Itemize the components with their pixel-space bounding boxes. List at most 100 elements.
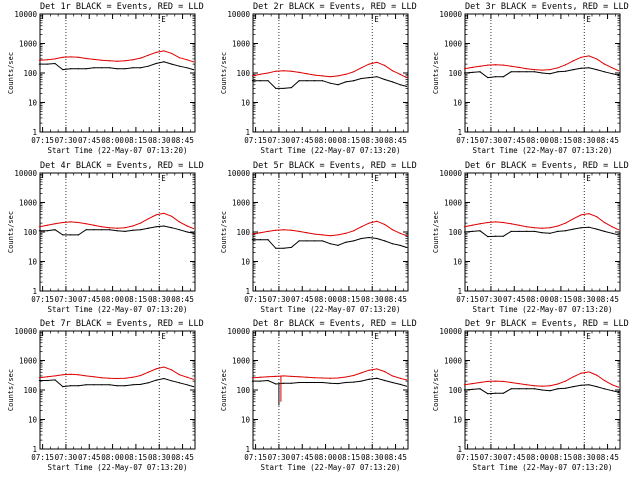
- y-axis-label: Counts/sec: [7, 369, 15, 411]
- events-data-point: [306, 381, 308, 384]
- events-data-point: [38, 379, 41, 382]
- lld-data-point: [399, 232, 401, 234]
- events-data-point: [549, 73, 551, 75]
- events-data-point: [494, 76, 497, 78]
- lld-data-point: [463, 226, 466, 228]
- events-data-point: [541, 389, 543, 391]
- y-tick-label: 1000: [444, 357, 463, 366]
- events-data-point: [155, 62, 157, 65]
- events-data-point: [101, 384, 103, 386]
- lld-data-point: [139, 222, 142, 224]
- events-data-point: [533, 71, 536, 73]
- events-data-point: [494, 235, 497, 237]
- events-data-point: [116, 68, 118, 70]
- lld-data-point: [139, 374, 142, 377]
- y-axis-label: Counts/sec: [220, 369, 228, 411]
- events-data-point: [163, 225, 165, 227]
- lld-data-point: [69, 373, 72, 375]
- events-data-point: [62, 234, 64, 236]
- lld-data-point: [329, 235, 331, 237]
- x-tick-label: 08:45: [596, 453, 619, 462]
- lld-data-point: [93, 224, 95, 226]
- x-tick-label: 07:15: [456, 295, 479, 304]
- lld-data-point: [376, 220, 378, 222]
- events-data-point: [510, 388, 512, 390]
- lld-data-point: [251, 75, 254, 77]
- y-axis-label: Counts/sec: [432, 211, 440, 253]
- lld-data-point: [471, 382, 473, 385]
- lld-data-point: [580, 56, 582, 58]
- events-data-point: [360, 380, 362, 382]
- lld-data-point: [54, 375, 56, 377]
- events-data-point: [384, 78, 386, 81]
- lld-data-point: [337, 377, 339, 379]
- events-series-line: [252, 377, 407, 387]
- x-tick-label: 07:45: [291, 453, 314, 462]
- x-tick-label: 07:45: [78, 136, 101, 145]
- events-data-point: [368, 76, 370, 79]
- lld-data-point: [69, 221, 72, 223]
- events-data-point: [376, 377, 378, 379]
- x-tick-label: 08:00: [314, 295, 337, 304]
- lld-data-point: [69, 56, 72, 58]
- events-data-point: [186, 384, 188, 386]
- lld-data-point: [251, 233, 254, 235]
- events-data-point: [580, 227, 582, 229]
- events-data-point: [564, 230, 567, 232]
- y-tick-label: 1: [457, 128, 462, 137]
- lld-data-point: [384, 64, 386, 67]
- lld-data-point: [471, 224, 473, 226]
- lld-data-point: [557, 67, 559, 69]
- events-data-point: [391, 243, 394, 245]
- lld-data-point: [617, 229, 620, 231]
- events-data-point: [171, 380, 173, 382]
- events-data-point: [275, 383, 277, 385]
- x-tick-label: 08:15: [338, 453, 361, 462]
- events-data-point: [391, 381, 394, 384]
- events-data-point: [399, 383, 401, 385]
- x-axis-label: Start Time (22-May-07 07:13:20): [261, 463, 401, 472]
- lld-data-point: [494, 380, 497, 382]
- events-data-point: [163, 377, 165, 380]
- lld-data-point: [391, 375, 394, 377]
- y-tick-label: 1000: [19, 357, 38, 366]
- events-data-point: [518, 388, 520, 390]
- y-tick-label: 10: [241, 416, 251, 425]
- events-data-point: [77, 234, 79, 236]
- lld-data-point: [77, 374, 79, 376]
- events-data-point: [132, 229, 134, 231]
- lld-data-point: [46, 224, 48, 226]
- events-data-point: [603, 230, 606, 232]
- y-tick-label: 1: [457, 287, 462, 296]
- lld-data-point: [368, 222, 370, 224]
- events-data-point: [290, 86, 292, 89]
- panel-7: Det 7r BLACK = Events, RED = LLD 1 10 100 10…: [7, 319, 204, 472]
- events-data-point: [251, 239, 254, 241]
- lld-data-point: [116, 60, 118, 62]
- x-tick-label: 08:45: [384, 295, 407, 304]
- events-data-point: [124, 68, 126, 70]
- lld-data-point: [186, 376, 188, 378]
- lld-data-point: [163, 366, 165, 368]
- events-data-point: [502, 235, 504, 237]
- events-data-point: [526, 230, 528, 232]
- y-tick-label: 10000: [227, 10, 250, 19]
- lld-data-point: [54, 58, 56, 60]
- events-data-point: [139, 229, 142, 231]
- lld-series-line: [464, 371, 619, 388]
- y-tick-label: 10: [453, 99, 463, 108]
- events-data-point: [533, 388, 536, 390]
- lld-data-point: [116, 377, 118, 380]
- events-data-point: [376, 237, 378, 240]
- events-data-point: [471, 71, 473, 73]
- events-data-point: [77, 385, 79, 387]
- x-tick-label: 08:45: [384, 136, 407, 145]
- events-data-point: [463, 72, 466, 74]
- events-data-point: [290, 382, 292, 384]
- lld-data-point: [155, 368, 157, 370]
- events-data-point: [345, 381, 347, 384]
- events-data-point: [54, 379, 56, 381]
- y-tick-label: 1: [32, 287, 37, 296]
- lld-data-point: [611, 67, 613, 69]
- lld-data-point: [93, 58, 95, 60]
